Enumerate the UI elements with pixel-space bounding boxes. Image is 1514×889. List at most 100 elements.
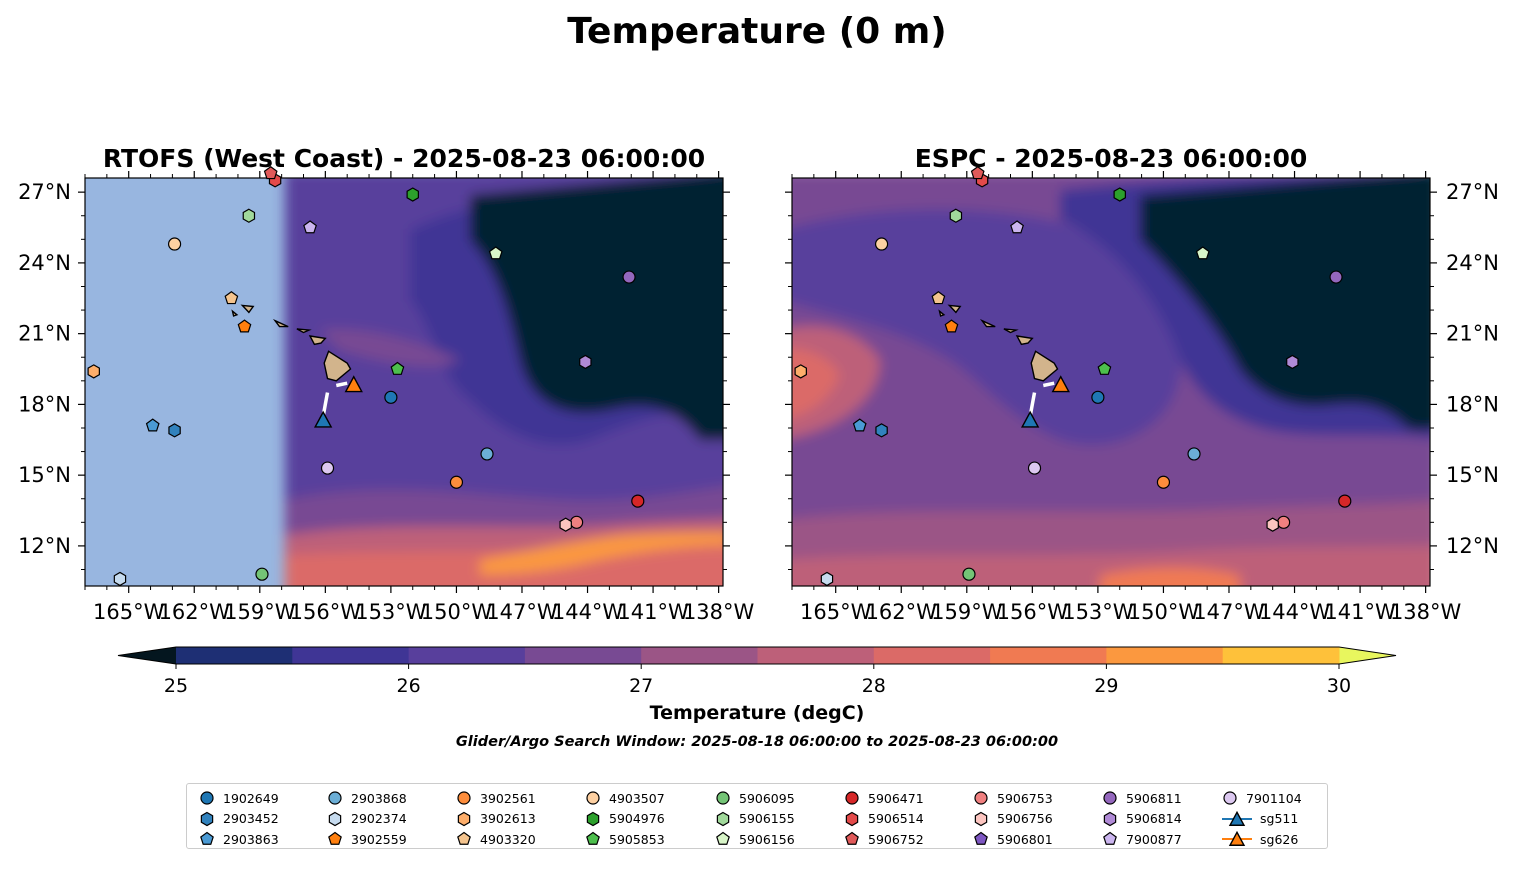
legend-column: 5906471 5906514 5906752 — [844, 788, 924, 850]
figure-suptitle: Temperature (0 m) — [567, 11, 946, 52]
marker-5904976 — [1113, 187, 1126, 202]
legend-label: 5906753 — [997, 790, 1053, 806]
marker-4903507 — [874, 237, 889, 251]
island — [1015, 335, 1034, 346]
legend-item-3902561: 3902561 — [456, 788, 536, 809]
legend-symbol — [1223, 791, 1237, 805]
legend-symbol — [845, 791, 859, 805]
legend-symbol — [1103, 832, 1117, 846]
legend-label: 3902561 — [480, 790, 536, 806]
legend-symbol — [586, 791, 600, 805]
legend-item-1902649: 1902649 — [199, 788, 279, 809]
legend-swatch — [974, 811, 988, 826]
legend-symbol — [328, 811, 342, 826]
legend-item-5906156: 5906156 — [715, 829, 795, 850]
glider-track-sg626 — [1042, 381, 1055, 388]
legend-swatch — [1103, 791, 1117, 805]
legend-swatch — [716, 791, 730, 805]
marker-5906155 — [242, 208, 256, 223]
legend-swatch — [1103, 832, 1117, 846]
colorbar-bin — [873, 647, 991, 664]
axes-frame-rtofs — [84, 177, 724, 587]
legend-swatch — [586, 811, 600, 826]
colorbar-tick-label: 26 — [397, 675, 421, 697]
colorbar-bin — [641, 647, 758, 664]
legend-label: 4903320 — [480, 831, 536, 847]
colorbar-bin — [1106, 647, 1224, 664]
x-tick-label: 162°W — [159, 600, 231, 624]
marker-5906756 — [1266, 517, 1279, 532]
legend-column: 1902649 2903452 2903863 — [199, 788, 279, 850]
legend-symbol — [200, 791, 214, 805]
island — [308, 335, 327, 346]
marker-2903868 — [1187, 447, 1201, 461]
legend-swatch — [457, 791, 471, 805]
legend-item-2902374: 2902374 — [327, 809, 407, 830]
y-tick-label: 18°N — [1446, 392, 1499, 416]
legend-symbol — [586, 811, 600, 826]
legend-symbol — [716, 811, 730, 826]
legend-item-2903452: 2903452 — [199, 809, 279, 830]
marker-4903320 — [931, 291, 946, 305]
legend-symbol — [457, 791, 471, 805]
island — [296, 328, 312, 334]
island — [272, 318, 289, 328]
legend-label: 1902649 — [223, 790, 279, 806]
legend-symbol — [457, 811, 471, 826]
panel-title-espc: ESPC - 2025-08-23 06:00:00 — [915, 144, 1308, 173]
x-tick-label: 165°W — [800, 600, 872, 624]
legend-swatch — [586, 832, 600, 846]
colorbar-tick-label: 27 — [629, 675, 653, 697]
panel-rtofs: RTOFS (West Coast) - 2025-08-23 06:00:00… — [18, 144, 754, 624]
island — [947, 304, 962, 314]
x-tick-label: 159°W — [931, 600, 1003, 624]
legend-item-3902559: 3902559 — [327, 829, 407, 850]
legend-column: 5906753 5906756 5906801 — [973, 788, 1053, 850]
x-tick-label: 147°W — [1193, 600, 1265, 624]
legend-label: 5906811 — [1126, 790, 1182, 806]
legend-label: 5906471 — [868, 790, 924, 806]
y-tick-label: 21°N — [18, 322, 71, 346]
legend-item-sg626: sg626 — [1222, 829, 1302, 850]
legend-symbol — [716, 791, 730, 805]
legend-label: 5906156 — [739, 831, 795, 847]
legend-symbol — [328, 832, 342, 846]
marker-5906814 — [1286, 354, 1299, 370]
marker-4903320 — [224, 291, 239, 305]
legend-label: 3902613 — [480, 811, 536, 827]
marker-5906095 — [255, 567, 269, 581]
marker-1902649 — [384, 390, 398, 404]
x-tick-label: 153°W — [1062, 600, 1134, 624]
legend-label: 4903507 — [609, 790, 665, 806]
legend-item-5906753: 5906753 — [973, 788, 1053, 809]
marker-5906156 — [488, 246, 503, 260]
marker-3902561 — [1156, 475, 1171, 489]
legend-label: 2903863 — [223, 831, 279, 847]
colorbar-bin — [176, 647, 293, 664]
legend-label: 5906095 — [739, 790, 795, 806]
legend-label: 7900877 — [1126, 831, 1182, 847]
axis-ticks-espc: 165°W162°W159°W156°W153°W150°W147°W144°W… — [785, 171, 1499, 624]
x-tick-label: 150°W — [1128, 600, 1200, 624]
land-rtofs — [231, 304, 352, 382]
legend-swatch — [200, 832, 214, 846]
y-tick-label: 27°N — [1446, 180, 1499, 204]
sst-field-rtofs — [285, 178, 723, 586]
panel-espc: ESPC - 2025-08-23 06:00:00 165°W162°W159… — [785, 144, 1499, 624]
legend-item-5906471: 5906471 — [844, 788, 924, 809]
legend-item-5906801: 5906801 — [973, 829, 1053, 850]
legend-item-5905853: 5905853 — [585, 829, 665, 850]
x-tick-label: 156°W — [290, 600, 362, 624]
marker-2902374 — [820, 571, 834, 587]
legend-swatch — [457, 832, 471, 846]
land-espc — [938, 304, 1059, 382]
legend-swatch — [1223, 791, 1237, 805]
marker-5906471 — [1338, 494, 1352, 508]
legend-item-5906095: 5906095 — [715, 788, 795, 809]
glider-marker-sg511 — [1020, 410, 1040, 428]
island — [231, 309, 239, 317]
x-tick-label: 141°W — [617, 600, 689, 624]
marker-7901104 — [1027, 461, 1042, 475]
legend-symbol — [586, 832, 600, 846]
